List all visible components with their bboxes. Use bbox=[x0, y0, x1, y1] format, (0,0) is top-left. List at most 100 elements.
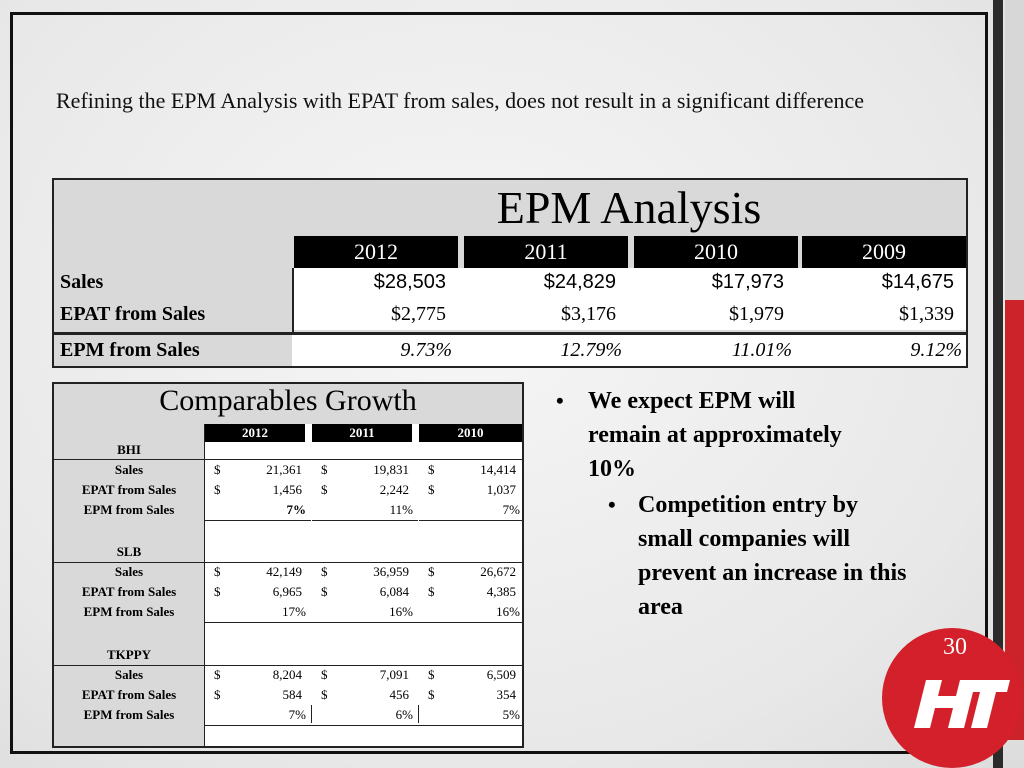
tkppy-epm-2012: 7% bbox=[288, 707, 306, 722]
comparables-label-column bbox=[54, 384, 205, 746]
tkppy-epat-2011: 456 bbox=[389, 687, 410, 702]
epm-margin-2009: 9.12% bbox=[910, 339, 962, 361]
epm-margin-area bbox=[292, 335, 966, 366]
epm-margin-2012: 9.73% bbox=[400, 339, 452, 361]
bhi-epat-cur-2011: $ bbox=[321, 482, 328, 497]
company-name-tkppy: TKPPY bbox=[106, 647, 152, 662]
tkppy-epat-cur-2011: $ bbox=[321, 687, 328, 702]
tkppy-sales-cur-2011: $ bbox=[321, 667, 328, 682]
right-decor-dark bbox=[993, 0, 1003, 768]
epm-values-area bbox=[292, 268, 966, 330]
slb-sales-cur-2010: $ bbox=[428, 564, 435, 579]
bullet-sub: • Competition entry by small companies w… bbox=[608, 488, 908, 624]
comp-year-2010: 2010 bbox=[419, 424, 522, 442]
company-divider bbox=[54, 562, 522, 563]
tkppy-sales-2012: 8,204 bbox=[272, 667, 302, 682]
bhi-epat-2011: 2,242 bbox=[379, 482, 409, 497]
bhi-underline-2010 bbox=[419, 520, 522, 521]
bhi-sales-label: Sales bbox=[114, 462, 144, 477]
tkppy-epat-label: EPAT from Sales bbox=[81, 687, 177, 702]
tkppy-sales-label: Sales bbox=[114, 667, 144, 682]
bhi-sales-2010: 14,414 bbox=[480, 462, 516, 477]
bhi-epat-cur-2012: $ bbox=[214, 482, 221, 497]
tkppy-underline bbox=[205, 725, 522, 726]
slb-epat-2010: 4,385 bbox=[486, 584, 516, 599]
bhi-sales-cur-2011: $ bbox=[321, 462, 328, 477]
epm-sales-2009: $14,675 bbox=[881, 271, 954, 293]
slb-epm-2011: 16% bbox=[389, 604, 413, 619]
bhi-epm-2010: 7% bbox=[502, 502, 520, 517]
slb-epat-cur-2012: $ bbox=[214, 584, 221, 599]
slb-sales-2010: 26,672 bbox=[480, 564, 516, 579]
bhi-epat-cur-2010: $ bbox=[428, 482, 435, 497]
company-name-slb: SLB bbox=[116, 544, 142, 559]
company-name-bhi: BHI bbox=[117, 442, 141, 457]
epm-year-header: 2012 2011 2010 2009 bbox=[292, 236, 966, 268]
epm-year-2011: 2011 bbox=[464, 236, 628, 268]
epm-epat-2012: $2,775 bbox=[391, 303, 446, 325]
epm-epat-2009: $1,339 bbox=[899, 303, 954, 325]
slb-epat-label: EPAT from Sales bbox=[81, 584, 177, 599]
slb-epm-2012: 17% bbox=[282, 604, 306, 619]
comp-year-2012: 2012 bbox=[205, 424, 305, 442]
slb-epat-2012: 6,965 bbox=[272, 584, 302, 599]
tkppy-sales-2011: 7,091 bbox=[379, 667, 409, 682]
epm-row-label-epat: EPAT from Sales bbox=[60, 303, 206, 325]
tkppy-epm-2011: 6% bbox=[395, 707, 413, 722]
bullet-dot-icon: • bbox=[608, 492, 616, 517]
bhi-sales-2012: 21,361 bbox=[266, 462, 302, 477]
slb-epm-2010: 16% bbox=[496, 604, 520, 619]
company-divider bbox=[54, 665, 522, 666]
slb-epat-cur-2010: $ bbox=[428, 584, 435, 599]
bhi-underline-2011 bbox=[312, 520, 418, 521]
tkppy-epat-cur-2012: $ bbox=[214, 687, 221, 702]
epm-row-label-epm: EPM from Sales bbox=[60, 339, 200, 361]
bhi-sales-cur-2010: $ bbox=[428, 462, 435, 477]
slide-title: Refining the EPM Analysis with EPAT from… bbox=[56, 88, 864, 113]
tkppy-sales-cur-2012: $ bbox=[214, 667, 221, 682]
comp-year-2011: 2011 bbox=[312, 424, 412, 442]
epm-sales-2012: $28,503 bbox=[373, 271, 446, 293]
bhi-underline-2012 bbox=[205, 520, 311, 521]
tkppy-cell-divider bbox=[418, 705, 419, 723]
tkppy-epat-2010: 354 bbox=[496, 687, 517, 702]
bullet-main-text: We expect EPM will remain at approximate… bbox=[588, 388, 842, 482]
epm-epat-2011: $3,176 bbox=[561, 303, 616, 325]
right-decor-grey bbox=[1005, 0, 1024, 300]
epm-sales-2011: $24,829 bbox=[543, 271, 616, 293]
bhi-epm-2012: 7% bbox=[286, 502, 307, 517]
epm-year-2010: 2010 bbox=[634, 236, 798, 268]
epm-year-2012: 2012 bbox=[294, 236, 458, 268]
epm-analysis-table: EPM Analysis 2012 2011 2010 2009 Sales $… bbox=[52, 178, 968, 368]
slb-epat-cur-2011: $ bbox=[321, 584, 328, 599]
tkppy-sales-cur-2010: $ bbox=[428, 667, 435, 682]
bhi-epm-2011: 11% bbox=[389, 502, 413, 517]
tkppy-epm-2010: 5% bbox=[502, 707, 520, 722]
epm-sales-2010: $17,973 bbox=[711, 271, 784, 293]
epm-divider bbox=[54, 332, 966, 335]
epm-epat-2010: $1,979 bbox=[729, 303, 784, 325]
page-number: 30 bbox=[943, 634, 967, 660]
slb-sales-2011: 36,959 bbox=[373, 564, 409, 579]
epm-divider-vertical bbox=[292, 268, 294, 366]
slb-sales-label: Sales bbox=[114, 564, 144, 579]
right-decor-red bbox=[1005, 300, 1024, 740]
slb-underline bbox=[205, 622, 522, 623]
bullet-main: • We expect EPM will remain at approxima… bbox=[556, 384, 856, 486]
slb-epm-label: EPM from Sales bbox=[83, 604, 175, 619]
slb-sales-cur-2011: $ bbox=[321, 564, 328, 579]
epm-margin-2010: 11.01% bbox=[731, 339, 792, 361]
bullet-dot-icon: • bbox=[556, 388, 564, 413]
ht-logo-icon bbox=[914, 680, 1010, 728]
slb-sales-2012: 42,149 bbox=[266, 564, 302, 579]
tkppy-cell-divider bbox=[311, 705, 312, 723]
epm-row-label-sales: Sales bbox=[60, 271, 104, 293]
bhi-epm-label: EPM from Sales bbox=[83, 502, 175, 517]
bhi-epat-label: EPAT from Sales bbox=[81, 482, 177, 497]
bullet-sub-text: Competition entry by small companies wil… bbox=[638, 492, 907, 620]
tkppy-epat-2012: 584 bbox=[282, 687, 303, 702]
comparables-growth-table: Comparables Growth 2012 2011 2010 BHI Sa… bbox=[52, 382, 524, 748]
epm-year-2009: 2009 bbox=[802, 236, 966, 268]
comparables-header-band bbox=[54, 384, 522, 424]
epm-table-heading: EPM Analysis bbox=[496, 182, 762, 233]
